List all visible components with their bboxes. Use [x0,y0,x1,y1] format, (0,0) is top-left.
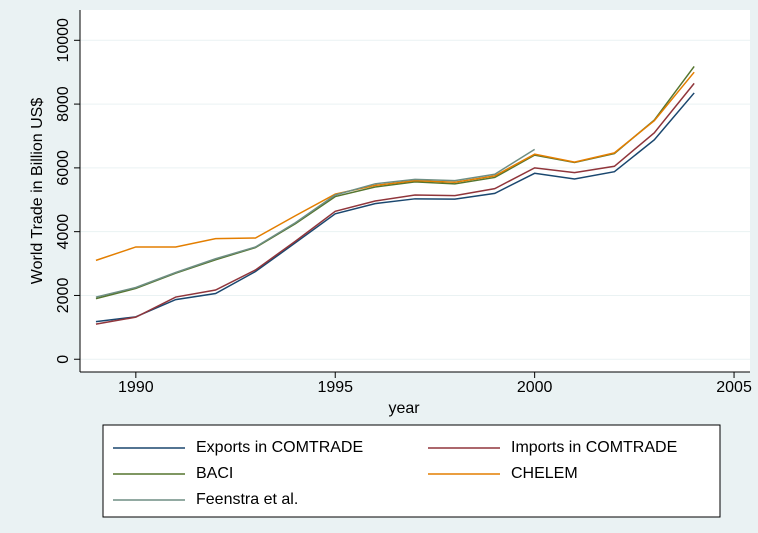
series-line [95,71,695,262]
plot-area [80,10,750,372]
y-tick-label: 8000 [55,86,72,122]
y-axis-label: World Trade in Billion US$ [29,98,46,285]
legend-label: Exports in COMTRADE [196,439,363,456]
series-line [95,82,695,325]
y-tick-label: 2000 [55,278,72,314]
legend-label: CHELEM [511,465,578,482]
legend-label: Feenstra et al. [196,491,298,508]
legend-label: Imports in COMTRADE [511,439,677,456]
legend [102,424,721,518]
x-tick-label: 1995 [317,379,353,396]
x-tick-label: 1990 [118,379,154,396]
x-axis-label: year [388,400,420,417]
y-tick-label: 10000 [55,18,72,63]
x-tick-label: 2000 [517,379,553,396]
y-tick-label: 4000 [55,214,72,250]
y-tick-label: 0 [55,355,72,364]
series-line [95,148,536,298]
series-line [95,92,695,323]
x-tick-label: 2005 [716,379,752,396]
legend-label: BACI [196,465,233,482]
y-tick-label: 6000 [55,150,72,186]
